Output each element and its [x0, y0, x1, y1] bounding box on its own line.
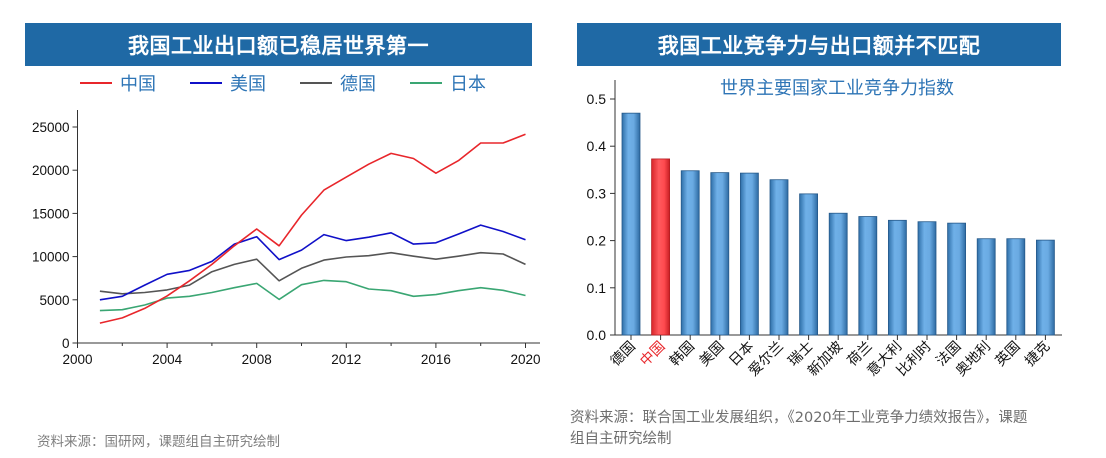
x-tick-label: 德国: [607, 338, 638, 369]
y-tick-label: 15000: [32, 206, 70, 221]
bar-4: [739, 172, 759, 336]
line-chart-legend: 中国 美国 德国 日本: [80, 70, 520, 96]
bar-5: [769, 179, 789, 336]
series-line-china: [99, 133, 526, 324]
bar-chart-title: 世界主要国家工业竞争力指数: [720, 78, 954, 99]
x-tick-label: 捷克: [1021, 338, 1052, 369]
left-chart-source-note: 资料来源：国研网，课题组自主研究绘制: [37, 434, 280, 450]
bar-0: [621, 112, 641, 336]
series-line-usa: [99, 224, 526, 301]
legend-label-japan: 日本: [450, 74, 486, 95]
x-tick-label: 2012: [331, 352, 361, 367]
bar-7: [828, 212, 848, 336]
y-tick-label: 0: [62, 336, 70, 351]
x-tick-label: 2020: [510, 352, 540, 367]
bar-6: [799, 193, 819, 336]
legend-swatch-usa: [190, 82, 222, 84]
legend-item-japan: 日本: [410, 70, 486, 96]
legend-item-usa: 美国: [190, 70, 266, 96]
bar-14: [1035, 239, 1055, 336]
series-line-germany: [99, 251, 526, 295]
left-chart-banner-title: 我国工业出口额已稳居世界第一: [25, 23, 532, 66]
bar-1: [651, 158, 670, 336]
legend-swatch-japan: [410, 82, 442, 84]
y-tick-label: 25000: [32, 120, 70, 135]
series-line-japan: [99, 279, 526, 312]
bar-13: [1006, 238, 1026, 336]
x-tick-label: 韩国: [666, 338, 697, 369]
bar-3: [710, 172, 730, 336]
x-tick-label: 英国: [992, 338, 1023, 369]
legend-swatch-germany: [300, 82, 332, 84]
legend-label-usa: 美国: [230, 74, 266, 95]
bar-chart: 0.00.10.20.30.40.5德国中国韩国美国日本爱尔兰瑞士新加坡荷兰意大…: [587, 80, 1062, 379]
y-tick-label: 0.0: [587, 327, 607, 343]
x-tick-label: 2000: [62, 352, 92, 367]
right-chart-banner-title: 我国工业竞争力与出口额并不匹配: [577, 23, 1061, 66]
x-tick-label: 2016: [421, 352, 451, 367]
bar-10: [917, 221, 937, 336]
x-tick-label: 2008: [242, 352, 272, 367]
legend-item-china: 中国: [80, 70, 156, 96]
x-tick-label: 美国: [696, 338, 727, 369]
bar-8: [858, 216, 878, 336]
x-tick-label: 中国: [637, 338, 668, 369]
legend-item-germany: 德国: [300, 70, 376, 96]
bar-9: [887, 219, 907, 336]
bar-11: [947, 222, 967, 336]
y-tick-label: 0.4: [587, 138, 607, 154]
y-tick-label: 0.1: [587, 280, 607, 296]
y-tick-label: 0.2: [587, 233, 607, 249]
legend-label-germany: 德国: [340, 74, 376, 95]
y-tick-label: 20000: [32, 163, 70, 178]
y-tick-label: 0.3: [587, 185, 607, 201]
x-tick-label: 2004: [152, 352, 183, 367]
legend-label-china: 中国: [120, 74, 156, 95]
y-tick-label: 5000: [39, 293, 69, 308]
bar-2: [680, 170, 700, 336]
legend-swatch-china: [80, 82, 112, 84]
line-chart: 0 5000 10000 15000 20000 25000 2000 2004 2008 201…: [32, 110, 541, 367]
y-tick-label: 0.5: [587, 91, 607, 107]
bar-12: [976, 238, 996, 336]
y-tick-label: 10000: [32, 250, 70, 265]
right-chart-source-note: 资料来源：联合国工业发展组织，《2020年工业竞争力绩效报告》，课题组自主研究绘…: [570, 410, 1028, 447]
